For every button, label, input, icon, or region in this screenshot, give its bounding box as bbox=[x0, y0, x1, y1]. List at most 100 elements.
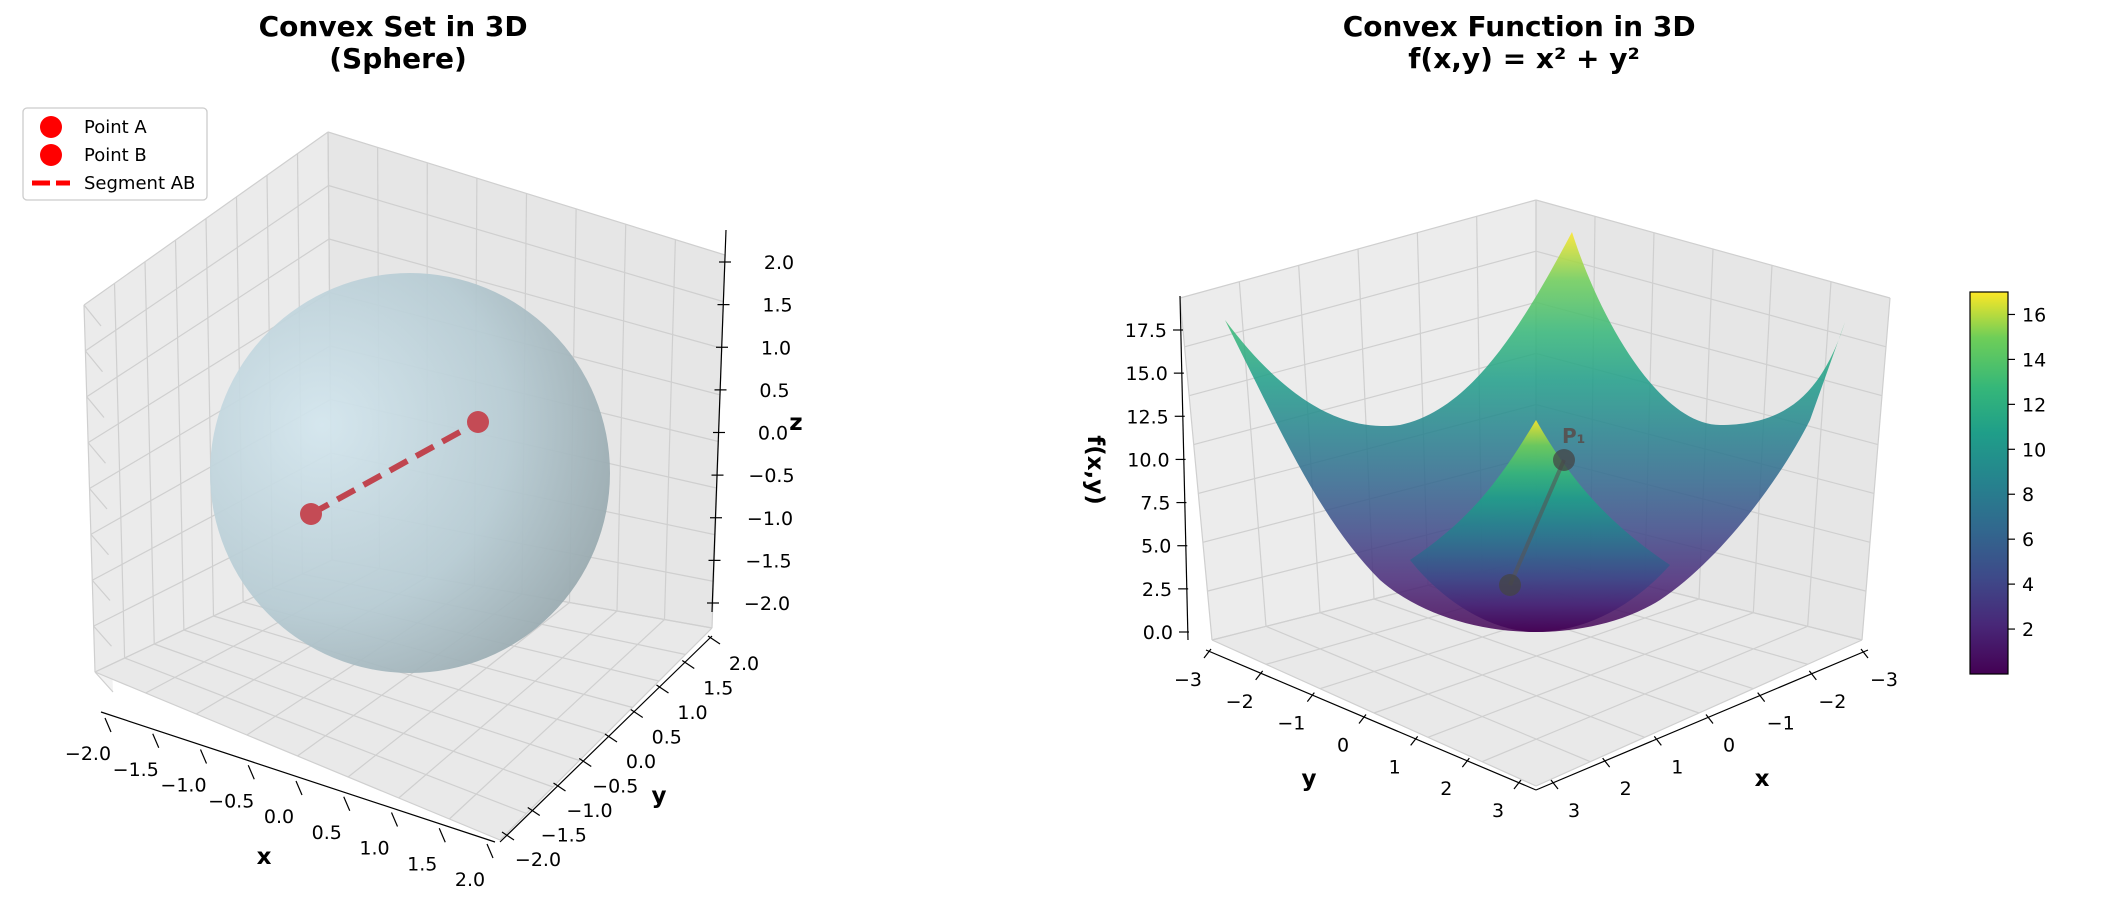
z-tick-label: 7.5 bbox=[1140, 493, 1170, 515]
y-tick-label: −1.5 bbox=[541, 825, 587, 847]
x-tick-label: 0 bbox=[1723, 735, 1735, 757]
x-tick-mark bbox=[1757, 692, 1766, 703]
y-tick-mark bbox=[1410, 735, 1419, 746]
x-tick-label: 2.0 bbox=[455, 869, 485, 891]
grid-line bbox=[1861, 297, 1891, 641]
segment-p1-p2 bbox=[1508, 459, 1566, 586]
x-tick-label: 3 bbox=[1568, 800, 1580, 822]
colorbar-tick-label: 8 bbox=[2022, 484, 2034, 506]
colorbar-ticks: 2 4 6 8 10 12 14 16 bbox=[2008, 304, 2046, 641]
x-tick-label: −2 bbox=[1818, 691, 1846, 713]
grid-line bbox=[347, 602, 570, 778]
grid-line bbox=[1535, 639, 1863, 787]
z-axis-line bbox=[1179, 295, 1189, 641]
grid-line bbox=[448, 619, 665, 820]
y-tick-label: 3 bbox=[1492, 800, 1504, 822]
x-tick-mark bbox=[1602, 757, 1611, 768]
grid-line bbox=[1481, 625, 1808, 763]
grid-line bbox=[86, 396, 105, 418]
y-tick-mark bbox=[1255, 670, 1264, 681]
grid-line bbox=[84, 350, 103, 373]
z-tick-label: 10.0 bbox=[1127, 449, 1169, 471]
y-tick-mark bbox=[553, 782, 566, 792]
z-ticks: −2.0 −1.5 −1.0 −0.5 0.0 0.5 1.0 1.5 2.0 bbox=[707, 252, 795, 615]
legend-label-point-a: Point A bbox=[84, 117, 147, 138]
grid-line bbox=[1535, 199, 1891, 299]
x-tick-mark bbox=[1653, 735, 1662, 746]
x-tick-label: 1 bbox=[1671, 756, 1683, 778]
x-tick-mark bbox=[486, 843, 494, 859]
surface-front-sheet bbox=[1410, 420, 1670, 632]
grid-line bbox=[89, 488, 108, 510]
x-tick-label: −1.5 bbox=[113, 759, 159, 781]
y-tick-mark bbox=[501, 831, 515, 841]
y-tick-mark bbox=[578, 758, 592, 767]
z-tick-label: −1.0 bbox=[747, 508, 793, 530]
grid-line bbox=[90, 533, 109, 556]
legend: Point A Point B Segment AB bbox=[22, 107, 208, 201]
grid-line bbox=[1807, 281, 1832, 627]
x-ticks: −3 −2 −1 0 1 2 3 bbox=[1550, 648, 1898, 822]
z-axis-line bbox=[711, 229, 727, 613]
x-tick-label: 0.0 bbox=[264, 806, 294, 828]
x-tick-mark bbox=[438, 828, 446, 843]
point-b bbox=[467, 411, 489, 433]
title-line-1: Convex Set in 3D bbox=[259, 10, 528, 43]
sphere-panel: Convex Set in 3D (Sphere) −2.0−1.5−1.0−0… bbox=[22, 10, 803, 891]
colorbar-tick-label: 6 bbox=[2022, 529, 2034, 551]
z-tick-label: 0.5 bbox=[759, 380, 789, 402]
y-tick-label: −3 bbox=[1174, 669, 1202, 691]
z-tick-label: 2.0 bbox=[764, 252, 794, 274]
grid-line bbox=[93, 625, 112, 647]
grid-line bbox=[1188, 301, 1537, 397]
y-tick-label: 0.5 bbox=[652, 727, 682, 749]
x-axis-label: x bbox=[1755, 766, 1770, 792]
grid-line bbox=[94, 671, 114, 693]
x-tick-label: 1.5 bbox=[407, 853, 437, 875]
y-tick-label: −1.0 bbox=[566, 800, 612, 822]
grid-line bbox=[1238, 281, 1267, 627]
x-tick-label: 0.5 bbox=[312, 822, 342, 844]
x-tick-mark bbox=[1705, 714, 1714, 724]
grid-line bbox=[83, 131, 329, 306]
floor-pane bbox=[95, 560, 712, 840]
point-p1 bbox=[1553, 449, 1575, 471]
legend-label-segment: Segment AB bbox=[84, 173, 195, 194]
y-ticks: −3 −2 −1 0 1 2 3 bbox=[1174, 648, 1522, 822]
grid-line bbox=[1179, 297, 1213, 641]
grid-line bbox=[1179, 199, 1537, 299]
grid-line bbox=[86, 238, 330, 398]
colorbar-tick-label: 2 bbox=[2022, 619, 2034, 641]
colorbar-tick-label: 10 bbox=[2022, 439, 2046, 461]
chart-title: Convex Set in 3D (Sphere) bbox=[259, 10, 538, 75]
z-tick-label: −0.5 bbox=[748, 465, 794, 487]
y-tick-mark bbox=[1513, 779, 1522, 790]
x-tick-label: −2.0 bbox=[65, 743, 111, 765]
colorbar-tick-label: 16 bbox=[2022, 304, 2046, 326]
x-tick-mark bbox=[104, 717, 112, 733]
x-tick-mark bbox=[390, 812, 399, 827]
grid-line bbox=[1535, 250, 1887, 348]
z-tick-label: 0.0 bbox=[1143, 622, 1173, 644]
colorbar-tick-label: 4 bbox=[2022, 574, 2034, 596]
y-tick-mark bbox=[1203, 648, 1212, 659]
x-axis-label: x bbox=[257, 844, 272, 870]
z-tick-label: −1.5 bbox=[745, 550, 791, 572]
point-p1-label: P₁ bbox=[1562, 424, 1585, 448]
y-tick-mark bbox=[527, 807, 541, 816]
legend-marker-point-b bbox=[40, 144, 62, 166]
grid-line bbox=[91, 579, 111, 601]
y-tick-label: 0 bbox=[1337, 735, 1349, 757]
y-tick-label: 0.0 bbox=[626, 751, 656, 773]
x-tick-label: 1.0 bbox=[359, 838, 389, 860]
y-tick-mark bbox=[1461, 757, 1470, 768]
x-tick-mark bbox=[1808, 670, 1817, 681]
y-tick-mark bbox=[656, 684, 669, 694]
y-tick-label: −0.5 bbox=[592, 776, 638, 798]
grid-line bbox=[398, 610, 618, 799]
grid-line bbox=[1373, 598, 1700, 714]
x-tick-label: −3 bbox=[1870, 669, 1898, 691]
x-tick-mark bbox=[1550, 779, 1559, 790]
grid-line bbox=[1193, 352, 1537, 446]
